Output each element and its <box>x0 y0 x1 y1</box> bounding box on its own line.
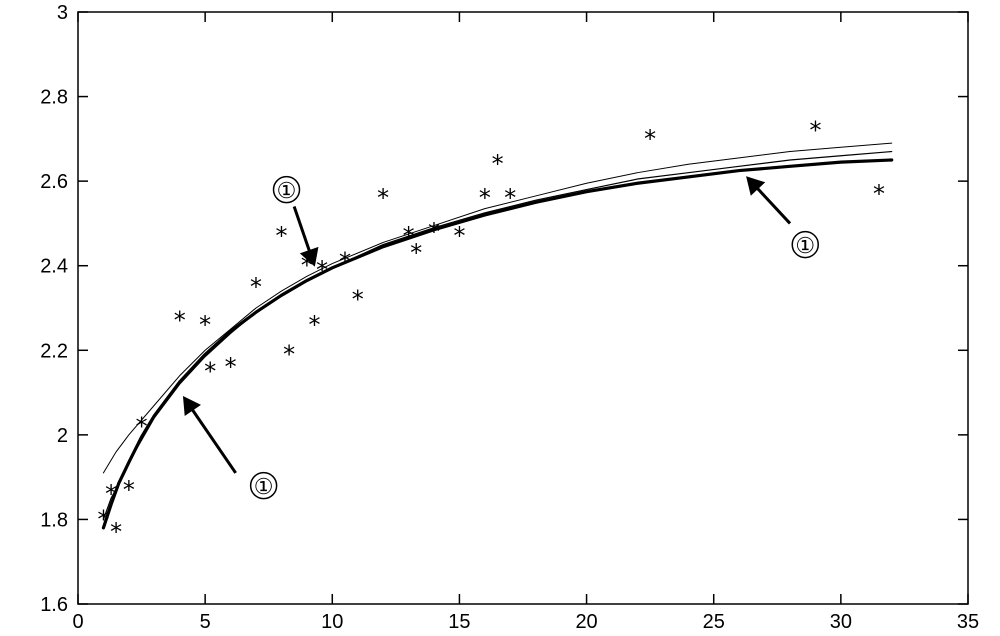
annotation-arrow <box>758 189 790 224</box>
y-tick-label: 2.2 <box>40 340 68 362</box>
scatter-point: * <box>198 311 212 339</box>
scatter-point: * <box>203 357 217 385</box>
annotation-label: ① <box>277 178 297 203</box>
scatter-point: * <box>109 518 123 546</box>
annotation-label: ① <box>795 233 815 258</box>
x-tick-label: 25 <box>703 611 725 633</box>
scatter-point: * <box>409 239 423 267</box>
scatter-point: * <box>808 116 822 144</box>
x-tick-label: 20 <box>575 611 597 633</box>
scatter-point: * <box>478 184 492 212</box>
fit-curve-thin <box>103 143 891 473</box>
scatter-point: * <box>490 150 504 178</box>
annotation-label: ① <box>254 474 274 499</box>
y-tick-label: 1.6 <box>40 594 68 616</box>
annotation-arrow <box>294 207 309 251</box>
y-tick-label: 3 <box>57 2 68 24</box>
scatter-point: * <box>274 222 288 250</box>
scatter-point: * <box>452 222 466 250</box>
fit-curve-thick <box>103 160 891 528</box>
scatter-point: * <box>104 480 118 508</box>
scatter-point: * <box>223 353 237 381</box>
x-tick-label: 10 <box>321 611 343 633</box>
scatter-point: * <box>338 247 352 275</box>
y-tick-label: 2 <box>57 425 68 447</box>
scatter-point: * <box>122 476 136 504</box>
scatter-point: * <box>282 341 296 369</box>
x-tick-label: 30 <box>830 611 852 633</box>
annotation-arrow-head <box>184 397 200 415</box>
scatter-point: * <box>249 273 263 301</box>
scatter-point: * <box>315 256 329 284</box>
y-tick-label: 1.8 <box>40 509 68 531</box>
scatter-point: * <box>172 307 186 335</box>
annotation-arrow <box>193 410 236 473</box>
x-tick-label: 35 <box>957 611 979 633</box>
scatter-point: * <box>376 184 390 212</box>
scatter-point: * <box>307 311 321 339</box>
y-tick-label: 2.6 <box>40 171 68 193</box>
scatter-point: * <box>427 218 441 246</box>
plot-box <box>78 12 968 604</box>
scatter-point: * <box>503 184 517 212</box>
x-tick-label: 15 <box>448 611 470 633</box>
fit-chart: 051015202530351.61.822.22.42.62.83******… <box>0 0 1000 636</box>
x-tick-label: 0 <box>72 611 83 633</box>
scatter-point: * <box>643 125 657 153</box>
scatter-point: * <box>350 286 364 314</box>
scatter-point: * <box>134 412 148 440</box>
y-tick-label: 2.8 <box>40 87 68 109</box>
x-tick-label: 5 <box>200 611 211 633</box>
scatter-point: * <box>872 180 886 208</box>
y-tick-label: 2.4 <box>40 256 68 278</box>
